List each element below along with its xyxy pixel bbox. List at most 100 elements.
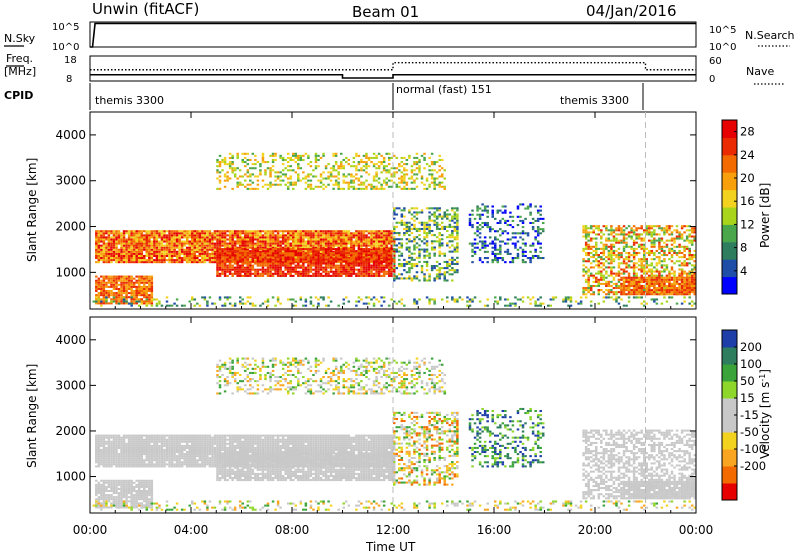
- power-cell: [284, 275, 287, 277]
- power-cell: [135, 251, 138, 253]
- power-cell: [191, 259, 194, 261]
- power-cell: [110, 241, 113, 243]
- power-cell: [118, 261, 121, 263]
- power-cell: [494, 259, 497, 261]
- power-cell: [105, 238, 108, 240]
- power-cell: [247, 262, 250, 264]
- power-cell: [368, 269, 371, 271]
- power-cell: [380, 269, 383, 271]
- power-cell: [188, 243, 191, 245]
- power-cell: [378, 238, 381, 240]
- power-cell: [363, 252, 366, 254]
- power-cell: [330, 171, 333, 173]
- power-cell: [537, 226, 540, 228]
- power-cell: [262, 273, 265, 275]
- power-cell: [105, 282, 108, 284]
- power-cell: [368, 241, 371, 243]
- power-cell: [120, 241, 123, 243]
- power-cell: [385, 232, 388, 234]
- power-cell: [146, 276, 149, 278]
- power-cell: [350, 245, 353, 247]
- power-cell: [322, 238, 325, 240]
- power-cell: [484, 208, 487, 210]
- power-cell: [98, 247, 101, 249]
- power-cell: [130, 300, 133, 302]
- power-cell: [221, 236, 224, 238]
- power-cell: [108, 249, 111, 251]
- power-cell: [284, 256, 287, 258]
- power-cell: [330, 245, 333, 247]
- power-cell: [406, 263, 409, 265]
- power-cell: [143, 245, 146, 247]
- power-cell: [330, 267, 333, 269]
- power-cell: [327, 265, 330, 267]
- power-cell: [373, 241, 376, 243]
- power-cell: [178, 255, 181, 257]
- power-cell: [335, 260, 338, 262]
- power-cell: [474, 238, 477, 240]
- power-cell: [327, 258, 330, 260]
- power-cell: [375, 241, 378, 243]
- power-cell: [183, 245, 186, 247]
- power-cell: [310, 256, 313, 258]
- power-cell: [118, 253, 121, 255]
- power-cell: [272, 250, 275, 252]
- power-cell: [524, 251, 527, 253]
- power-cell: [289, 250, 292, 252]
- power-cell: [633, 254, 636, 256]
- power-cell: [272, 155, 275, 157]
- power-cell: [211, 247, 214, 249]
- power-cell: [158, 247, 161, 249]
- power-cell: [421, 228, 424, 230]
- power-cell: [484, 251, 487, 253]
- power-cell: [153, 232, 156, 234]
- power-cell: [196, 251, 199, 253]
- power-cell: [640, 262, 643, 264]
- power-cell: [163, 255, 166, 257]
- power-cell: [582, 231, 585, 233]
- power-cell: [350, 175, 353, 177]
- power-cell: [98, 236, 101, 238]
- power-cell: [257, 254, 260, 256]
- power-cell: [295, 265, 298, 267]
- power-cell: [416, 153, 419, 155]
- power-cell: [600, 231, 603, 233]
- nave-label: Nave: [746, 65, 774, 78]
- power-cell: [406, 271, 409, 273]
- power-cell: [138, 288, 141, 290]
- power-cell: [502, 205, 505, 207]
- power-cell: [514, 236, 517, 238]
- power-cell: [327, 178, 330, 180]
- power-cell: [330, 262, 333, 264]
- power-cell: [335, 271, 338, 273]
- power-cell: [476, 208, 479, 210]
- power-cell: [123, 290, 126, 292]
- power-cell: [247, 184, 250, 186]
- power-cell: [297, 173, 300, 175]
- power-cell: [335, 245, 338, 247]
- power-cell: [269, 173, 272, 175]
- power-cell: [625, 233, 628, 235]
- power-cell: [216, 267, 219, 269]
- power-cell: [289, 245, 292, 247]
- power-cell: [143, 278, 146, 280]
- power-cell: [396, 207, 399, 209]
- power-cell: [113, 234, 116, 236]
- power-cell: [103, 286, 106, 288]
- power-cell: [259, 230, 262, 232]
- power-cell: [158, 236, 161, 238]
- power-cell: [242, 271, 245, 273]
- power-cell: [133, 249, 136, 251]
- power-cell: [653, 233, 656, 235]
- power-cell: [426, 255, 429, 257]
- power-cell: [123, 230, 126, 232]
- power-cell: [416, 178, 419, 180]
- power-cell: [365, 157, 368, 159]
- power-cell: [348, 254, 351, 256]
- power-cell: [287, 234, 290, 236]
- power-cell: [363, 273, 366, 275]
- power-cell: [433, 186, 436, 188]
- power-cell: [216, 178, 219, 180]
- power-cell: [370, 234, 373, 236]
